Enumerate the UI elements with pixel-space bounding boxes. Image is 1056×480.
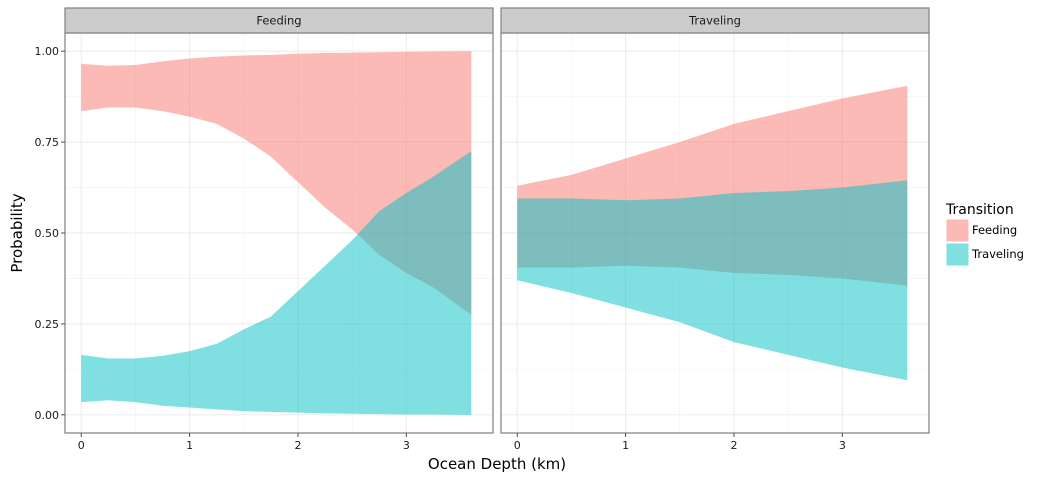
panel-traveling-bands xyxy=(517,85,908,381)
y-axis-title: Probability xyxy=(8,193,26,272)
strip-background-feeding xyxy=(64,7,494,34)
legend-key-traveling xyxy=(945,242,970,267)
y-tick-label: 1.00 xyxy=(35,45,60,58)
y-tick-label: 0.50 xyxy=(35,227,60,240)
y-tick-label: 0.00 xyxy=(35,409,60,422)
x-tick-label: 3 xyxy=(403,439,410,452)
panel-traveling-frame xyxy=(500,7,930,434)
x-tick-label: 0 xyxy=(78,439,85,452)
y-axis-ticks: 0.00 0.25 0.50 0.75 1.00 xyxy=(35,45,65,422)
strip-background-traveling xyxy=(500,7,930,34)
x-tick-label: 0 xyxy=(514,439,521,452)
x-tick-label: 1 xyxy=(186,439,193,452)
legend-label-traveling: Traveling xyxy=(971,247,1024,261)
legend-title: Transition xyxy=(945,202,1014,218)
x-tick-label: 3 xyxy=(839,439,846,452)
x-axis-title: Ocean Depth (km) xyxy=(428,455,566,473)
strip-label-traveling: Traveling xyxy=(688,14,741,28)
band-traveling-panel-traveling xyxy=(517,180,908,381)
legend-key-feeding xyxy=(945,218,970,243)
x-axis-ticks: 0 1 2 3 0 1 2 3 xyxy=(78,433,846,452)
legend: Transition Feeding Traveling xyxy=(945,202,1024,267)
band-feeding-panel-traveling xyxy=(81,151,472,415)
legend-label-feeding: Feeding xyxy=(972,223,1017,237)
strip-label-feeding: Feeding xyxy=(256,14,301,28)
x-tick-label: 2 xyxy=(294,439,301,452)
y-tick-label: 0.75 xyxy=(35,136,60,149)
x-tick-label: 2 xyxy=(730,439,737,452)
x-tick-label: 1 xyxy=(622,439,629,452)
y-tick-label: 0.25 xyxy=(35,318,60,331)
panel-feeding-frame xyxy=(64,7,494,434)
panel-feeding-bands xyxy=(81,51,472,415)
